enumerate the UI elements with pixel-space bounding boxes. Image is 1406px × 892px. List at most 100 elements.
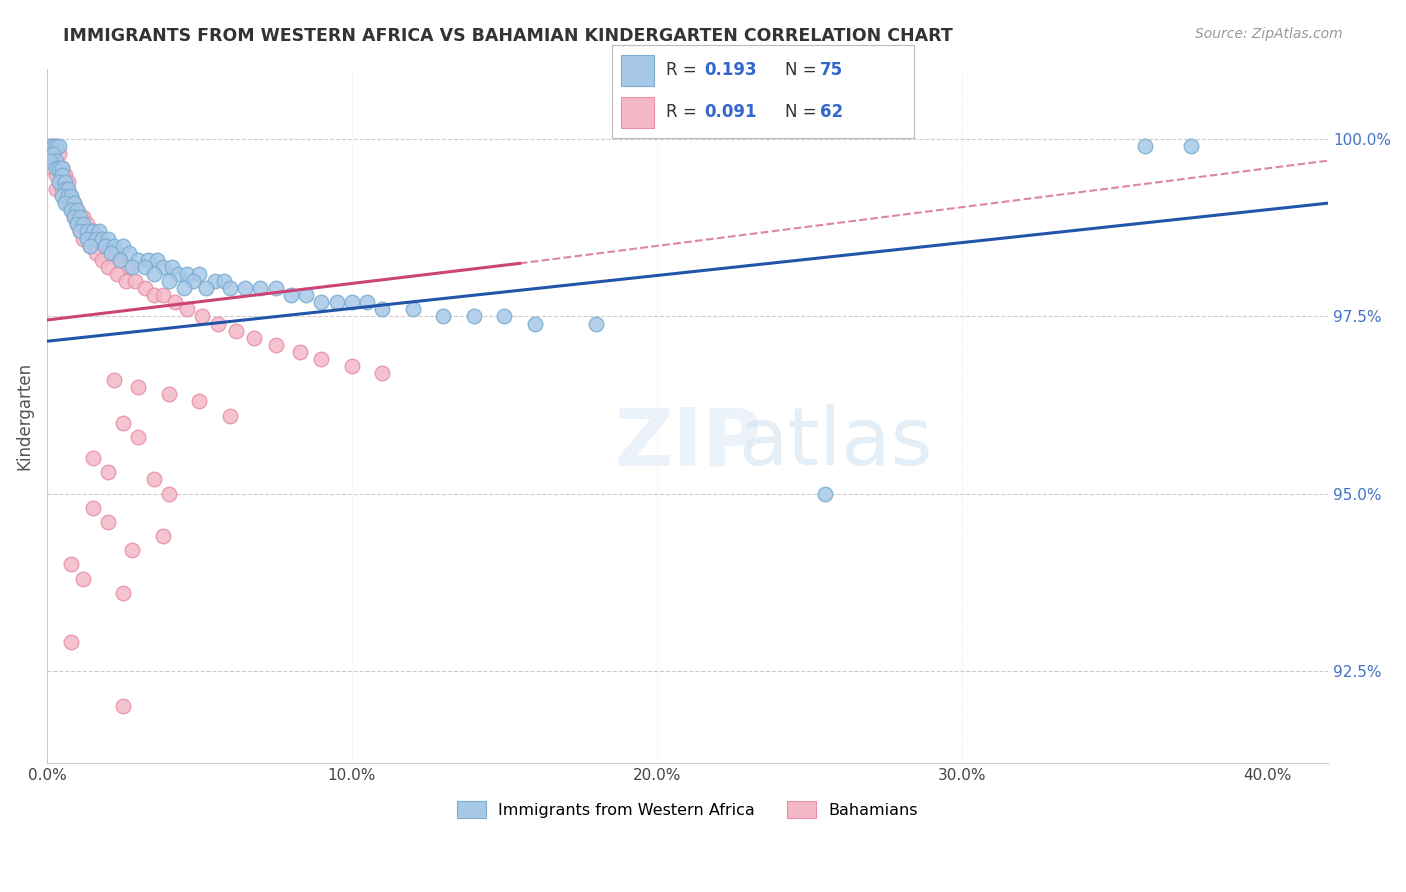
Point xyxy=(51,168,73,182)
Point xyxy=(108,252,131,267)
Point xyxy=(814,486,837,500)
Point xyxy=(371,366,394,380)
Point xyxy=(42,139,65,153)
Point xyxy=(118,260,141,274)
Point xyxy=(371,302,394,317)
Point xyxy=(152,260,174,274)
Point xyxy=(66,218,89,232)
Point xyxy=(97,231,120,245)
Point xyxy=(176,302,198,317)
Point xyxy=(142,267,165,281)
Point xyxy=(134,281,156,295)
Point xyxy=(280,288,302,302)
Point xyxy=(53,189,76,203)
Point xyxy=(288,344,311,359)
Point xyxy=(69,211,91,225)
Point xyxy=(121,543,143,558)
Point xyxy=(325,295,347,310)
Point xyxy=(188,394,211,409)
Point xyxy=(42,139,65,153)
Point xyxy=(1133,139,1156,153)
Point xyxy=(233,281,256,295)
Point xyxy=(53,196,76,211)
Text: ZIP: ZIP xyxy=(614,404,761,483)
Point xyxy=(90,252,112,267)
Point xyxy=(134,260,156,274)
Point xyxy=(173,281,195,295)
Point xyxy=(188,267,211,281)
Point xyxy=(42,161,65,175)
Point xyxy=(45,153,67,168)
Point xyxy=(243,331,266,345)
Point xyxy=(63,211,86,225)
Point xyxy=(48,175,70,189)
Point xyxy=(82,224,104,238)
Point xyxy=(127,252,149,267)
Point xyxy=(72,211,94,225)
Text: N =: N = xyxy=(786,62,823,79)
Point xyxy=(136,252,159,267)
Point xyxy=(311,351,333,366)
Point xyxy=(157,486,180,500)
Point xyxy=(79,238,101,252)
Point xyxy=(94,238,117,252)
Point xyxy=(207,317,229,331)
Point xyxy=(524,317,547,331)
Point xyxy=(97,515,120,529)
Point xyxy=(51,182,73,196)
Text: 62: 62 xyxy=(820,103,844,120)
Point xyxy=(45,139,67,153)
Point xyxy=(432,310,454,324)
Point xyxy=(58,175,80,189)
Point xyxy=(194,281,217,295)
Point xyxy=(167,267,190,281)
Point xyxy=(97,260,120,274)
Point xyxy=(212,274,235,288)
FancyBboxPatch shape xyxy=(620,55,654,86)
Point xyxy=(39,146,62,161)
Point xyxy=(63,211,86,225)
Point xyxy=(402,302,425,317)
Point xyxy=(264,338,287,352)
Point xyxy=(157,387,180,401)
Point xyxy=(356,295,378,310)
Text: Source: ZipAtlas.com: Source: ZipAtlas.com xyxy=(1195,27,1343,41)
Point xyxy=(82,451,104,466)
Point xyxy=(219,409,242,423)
Text: 0.091: 0.091 xyxy=(704,103,756,120)
Point xyxy=(142,472,165,486)
Point xyxy=(90,231,112,245)
Point xyxy=(48,161,70,175)
Point xyxy=(264,281,287,295)
Point xyxy=(45,168,67,182)
Point xyxy=(463,310,485,324)
Point xyxy=(84,245,107,260)
Point xyxy=(157,274,180,288)
Point xyxy=(124,274,146,288)
Point xyxy=(48,146,70,161)
Point xyxy=(79,238,101,252)
Point xyxy=(97,466,120,480)
Point xyxy=(51,189,73,203)
Text: IMMIGRANTS FROM WESTERN AFRICA VS BAHAMIAN KINDERGARTEN CORRELATION CHART: IMMIGRANTS FROM WESTERN AFRICA VS BAHAMI… xyxy=(63,27,953,45)
Point xyxy=(72,218,94,232)
FancyBboxPatch shape xyxy=(620,97,654,128)
Point xyxy=(39,139,62,153)
Point xyxy=(60,189,83,203)
Point xyxy=(105,267,128,281)
Point xyxy=(60,203,83,218)
Point xyxy=(58,189,80,203)
Point xyxy=(100,245,122,260)
Point xyxy=(72,572,94,586)
Point xyxy=(82,500,104,515)
Point xyxy=(66,218,89,232)
Point xyxy=(112,699,135,714)
Point xyxy=(176,267,198,281)
Point xyxy=(103,373,125,387)
Point xyxy=(72,231,94,245)
Point xyxy=(63,196,86,211)
Point xyxy=(87,231,110,245)
Point xyxy=(181,274,204,288)
Point xyxy=(51,161,73,175)
Y-axis label: Kindergarten: Kindergarten xyxy=(15,361,32,470)
